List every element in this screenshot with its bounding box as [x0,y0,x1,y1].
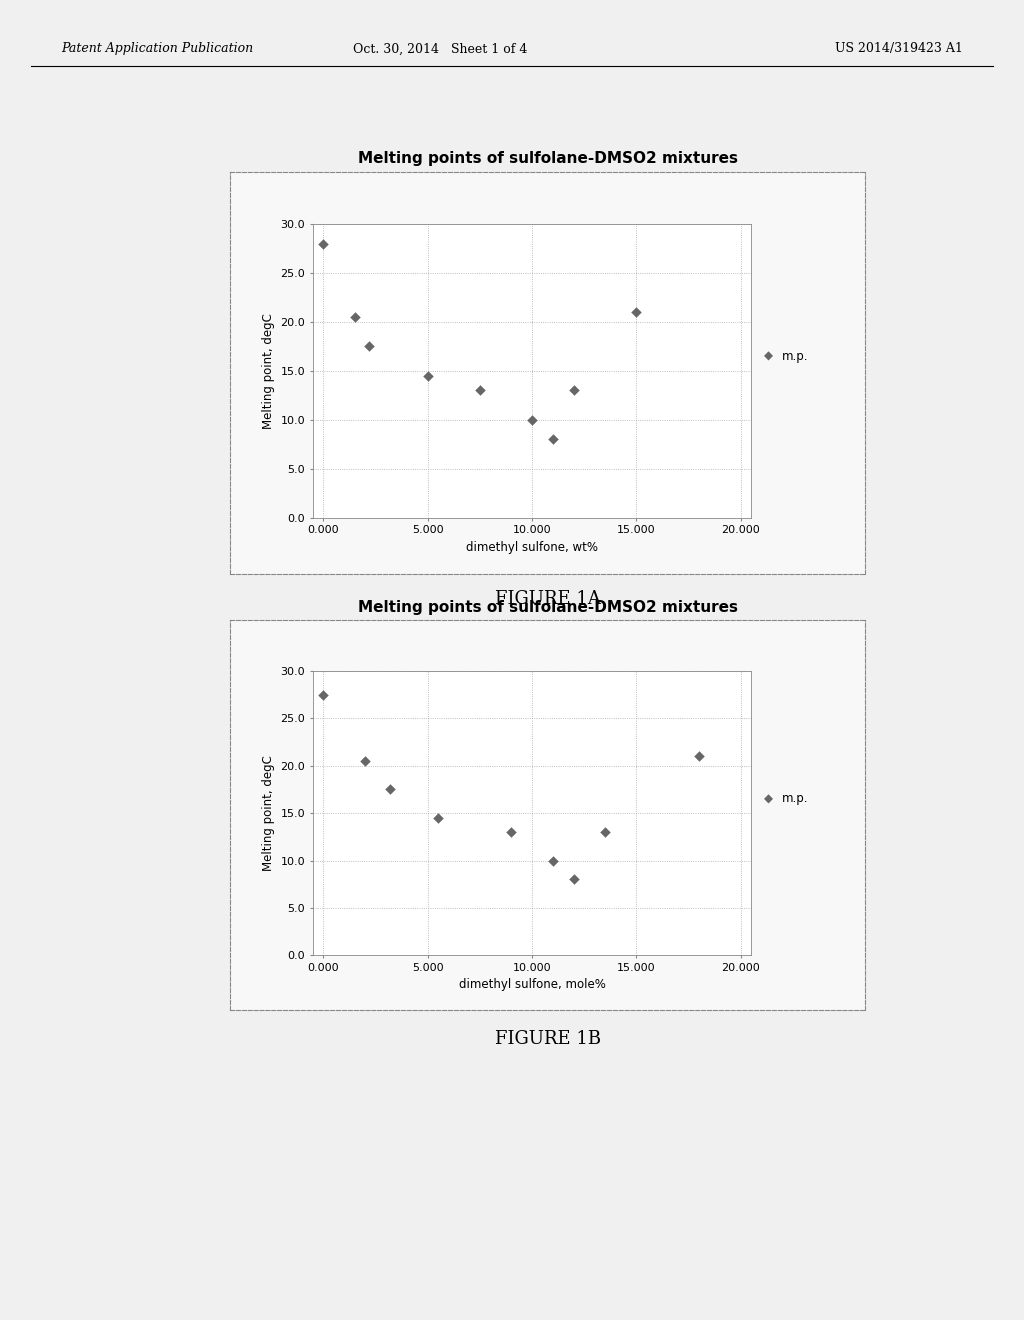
Point [690,746,707,767]
Title: Melting points of sulfolane-DMSO2 mixtures: Melting points of sulfolane-DMSO2 mixtur… [357,152,738,166]
Point [315,232,332,253]
Point [545,850,561,871]
Point [315,684,332,705]
Point [361,335,378,356]
Point [565,869,582,890]
Y-axis label: Melting point, degC: Melting point, degC [262,755,275,871]
Text: ◆: ◆ [764,792,773,805]
Point [357,751,374,772]
Point [420,366,436,387]
Text: m.p.: m.p. [782,792,809,805]
Point [523,409,541,430]
Point [430,808,446,829]
Point [503,821,519,842]
Point [545,429,561,450]
Text: FIGURE 1A: FIGURE 1A [495,590,601,609]
Title: Melting points of sulfolane-DMSO2 mixtures: Melting points of sulfolane-DMSO2 mixtur… [357,601,738,615]
X-axis label: dimethyl sulfone, wt%: dimethyl sulfone, wt% [466,541,598,554]
Point [565,380,582,401]
Text: Patent Application Publication: Patent Application Publication [61,42,254,55]
Point [346,306,362,327]
Text: ◆: ◆ [764,350,773,363]
Text: m.p.: m.p. [782,350,809,363]
X-axis label: dimethyl sulfone, mole%: dimethyl sulfone, mole% [459,978,605,991]
Text: FIGURE 1B: FIGURE 1B [495,1030,601,1048]
Y-axis label: Melting point, degC: Melting point, degC [262,313,275,429]
Text: Oct. 30, 2014   Sheet 1 of 4: Oct. 30, 2014 Sheet 1 of 4 [353,42,527,55]
Point [628,301,644,322]
Point [472,380,488,401]
Point [597,821,613,842]
Text: US 2014/319423 A1: US 2014/319423 A1 [835,42,963,55]
Point [382,779,398,800]
